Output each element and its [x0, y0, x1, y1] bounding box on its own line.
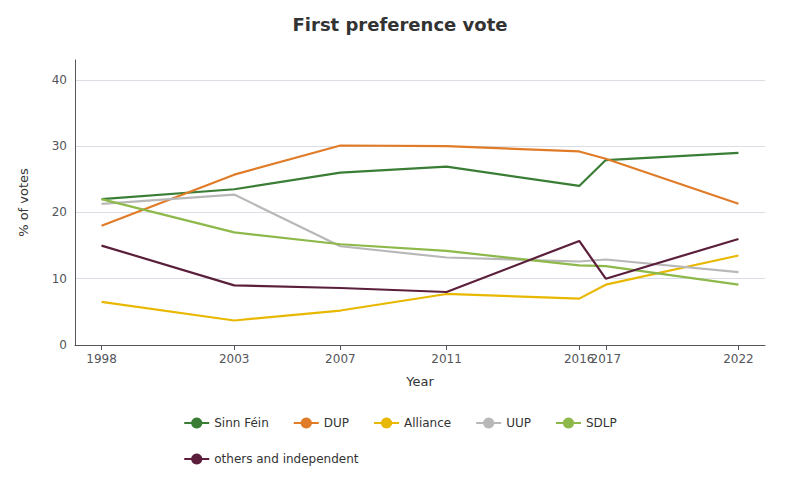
svg-text:10: 10: [52, 272, 67, 286]
svg-text:2007: 2007: [325, 352, 356, 366]
svg-text:First preference vote: First preference vote: [293, 14, 508, 35]
svg-text:30: 30: [52, 139, 67, 153]
svg-text:DUP: DUP: [324, 416, 349, 430]
svg-text:SDLP: SDLP: [586, 416, 617, 430]
svg-text:2003: 2003: [219, 352, 250, 366]
svg-text:2022: 2022: [723, 352, 754, 366]
svg-text:2017: 2017: [590, 352, 621, 366]
svg-text:0: 0: [59, 338, 67, 352]
svg-text:Year: Year: [405, 374, 434, 389]
svg-text:Alliance: Alliance: [404, 416, 451, 430]
svg-text:40: 40: [52, 73, 67, 87]
svg-text:UUP: UUP: [506, 416, 531, 430]
svg-text:2016: 2016: [564, 352, 595, 366]
svg-text:2011: 2011: [431, 352, 462, 366]
svg-text:others and independent: others and independent: [214, 452, 359, 466]
svg-text:Sinn Féin: Sinn Féin: [214, 416, 269, 430]
svg-text:% of votes: % of votes: [16, 168, 31, 237]
svg-text:20: 20: [52, 205, 67, 219]
svg-text:1998: 1998: [86, 352, 117, 366]
